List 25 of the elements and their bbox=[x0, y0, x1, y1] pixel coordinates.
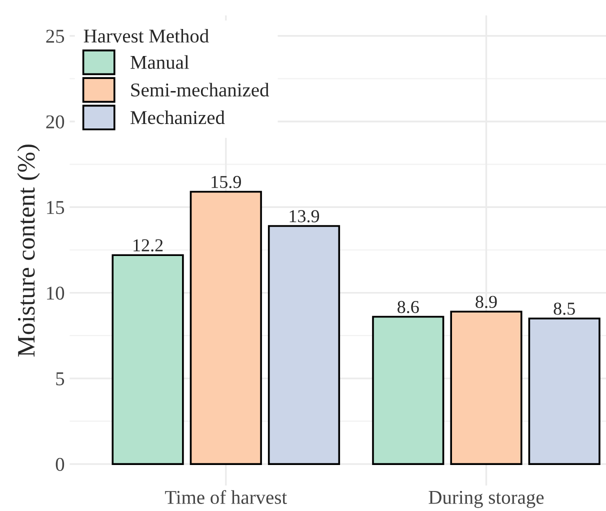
bar bbox=[190, 190, 262, 465]
bar bbox=[528, 318, 600, 465]
bar bbox=[372, 316, 444, 465]
data-label: 12.2 bbox=[134, 239, 163, 252]
y-tick-label: 0 bbox=[56, 458, 64, 471]
data-label: 15.9 bbox=[212, 176, 241, 188]
data-label: 8.5 bbox=[554, 302, 575, 315]
bar bbox=[268, 225, 340, 465]
y-axis-title: Moisture content (%) bbox=[17, 144, 40, 357]
data-label: 8.9 bbox=[476, 296, 497, 308]
legend-label: Manual bbox=[130, 55, 189, 69]
y-tick-label: 20 bbox=[46, 115, 64, 128]
x-tick-label: During storage bbox=[428, 490, 544, 508]
data-label: 8.6 bbox=[398, 300, 419, 314]
legend-title: Harvest Method bbox=[84, 28, 209, 43]
bar bbox=[450, 310, 522, 465]
legend-label: Semi-mechanized bbox=[131, 82, 270, 97]
y-tick-label: 15 bbox=[47, 201, 64, 214]
y-tick-label: 10 bbox=[47, 286, 64, 300]
y-tick-label: 25 bbox=[46, 30, 64, 43]
x-tick-label: Time of harvest bbox=[165, 490, 287, 504]
y-tick-label: 5 bbox=[56, 372, 64, 386]
data-label: 13.9 bbox=[290, 210, 320, 222]
legend-label: Mechanized bbox=[130, 110, 225, 124]
bar bbox=[112, 254, 184, 465]
